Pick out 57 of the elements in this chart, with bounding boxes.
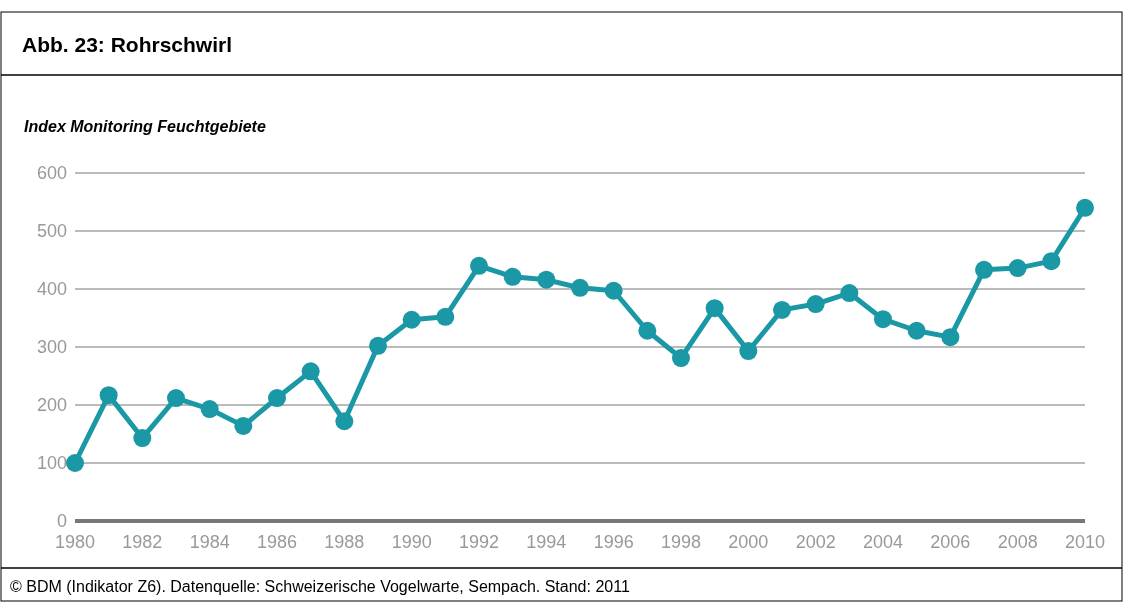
point [470,256,488,275]
point [369,336,387,355]
x-tick-label: 1998 [660,532,702,552]
x-tick-label: 1980 [54,532,96,552]
chart-title: Abb. 23: Rohrschwirl [22,33,233,56]
y-axis-title: Index Monitoring Feuchtgebiete [24,118,266,135]
point [167,389,185,408]
y-tick-label: 600 [36,163,67,184]
x-tick-label: 1990 [391,532,432,552]
point [503,267,522,286]
x-tick-label: 1996 [593,532,634,552]
x-tick-label: 2006 [930,532,971,552]
x-tick-label: 2004 [862,532,904,552]
point [874,310,892,329]
point [234,416,253,435]
point [1076,198,1094,217]
point [200,400,219,419]
x-tick-label: 2002 [795,532,836,552]
point [335,412,354,431]
x-tick-label: 1992 [458,532,500,552]
point [705,299,724,318]
x-tick-label: 1982 [122,532,163,552]
point [941,328,960,347]
point [436,307,455,326]
point [537,270,556,289]
y-tick-label: 200 [36,395,67,416]
point [638,321,657,340]
point [773,300,791,319]
point [604,281,623,300]
x-tick-label: 2010 [1064,532,1106,552]
x-tick-label: 1986 [256,532,298,552]
point [571,278,589,297]
point [99,386,118,405]
point [806,295,825,314]
point [66,454,84,472]
point [975,260,993,279]
y-tick-label: 0 [56,511,67,532]
y-tick-label: 300 [36,337,67,358]
point [672,349,690,368]
point [907,321,926,340]
x-tick-label: 1988 [324,532,365,552]
point [268,389,286,408]
point [301,362,320,381]
point [1008,259,1027,278]
x-tick-label: 2008 [997,532,1038,552]
point [1042,252,1061,271]
y-tick-label: 400 [36,279,67,300]
point [133,429,152,448]
point [739,342,758,361]
point [402,310,421,329]
y-tick-label: 500 [36,221,67,242]
x-tick-label: 1984 [189,532,230,552]
x-tick-label: 2000 [728,532,769,552]
text: © BDM (Indikator Z6). Datenquelle: Schweizerische Vogelwarte, Sempach. Stand: 2011 [10,578,630,595]
point [840,284,859,303]
x-tick-label: 1994 [526,532,567,552]
y-tick-label: 100 [36,453,67,474]
